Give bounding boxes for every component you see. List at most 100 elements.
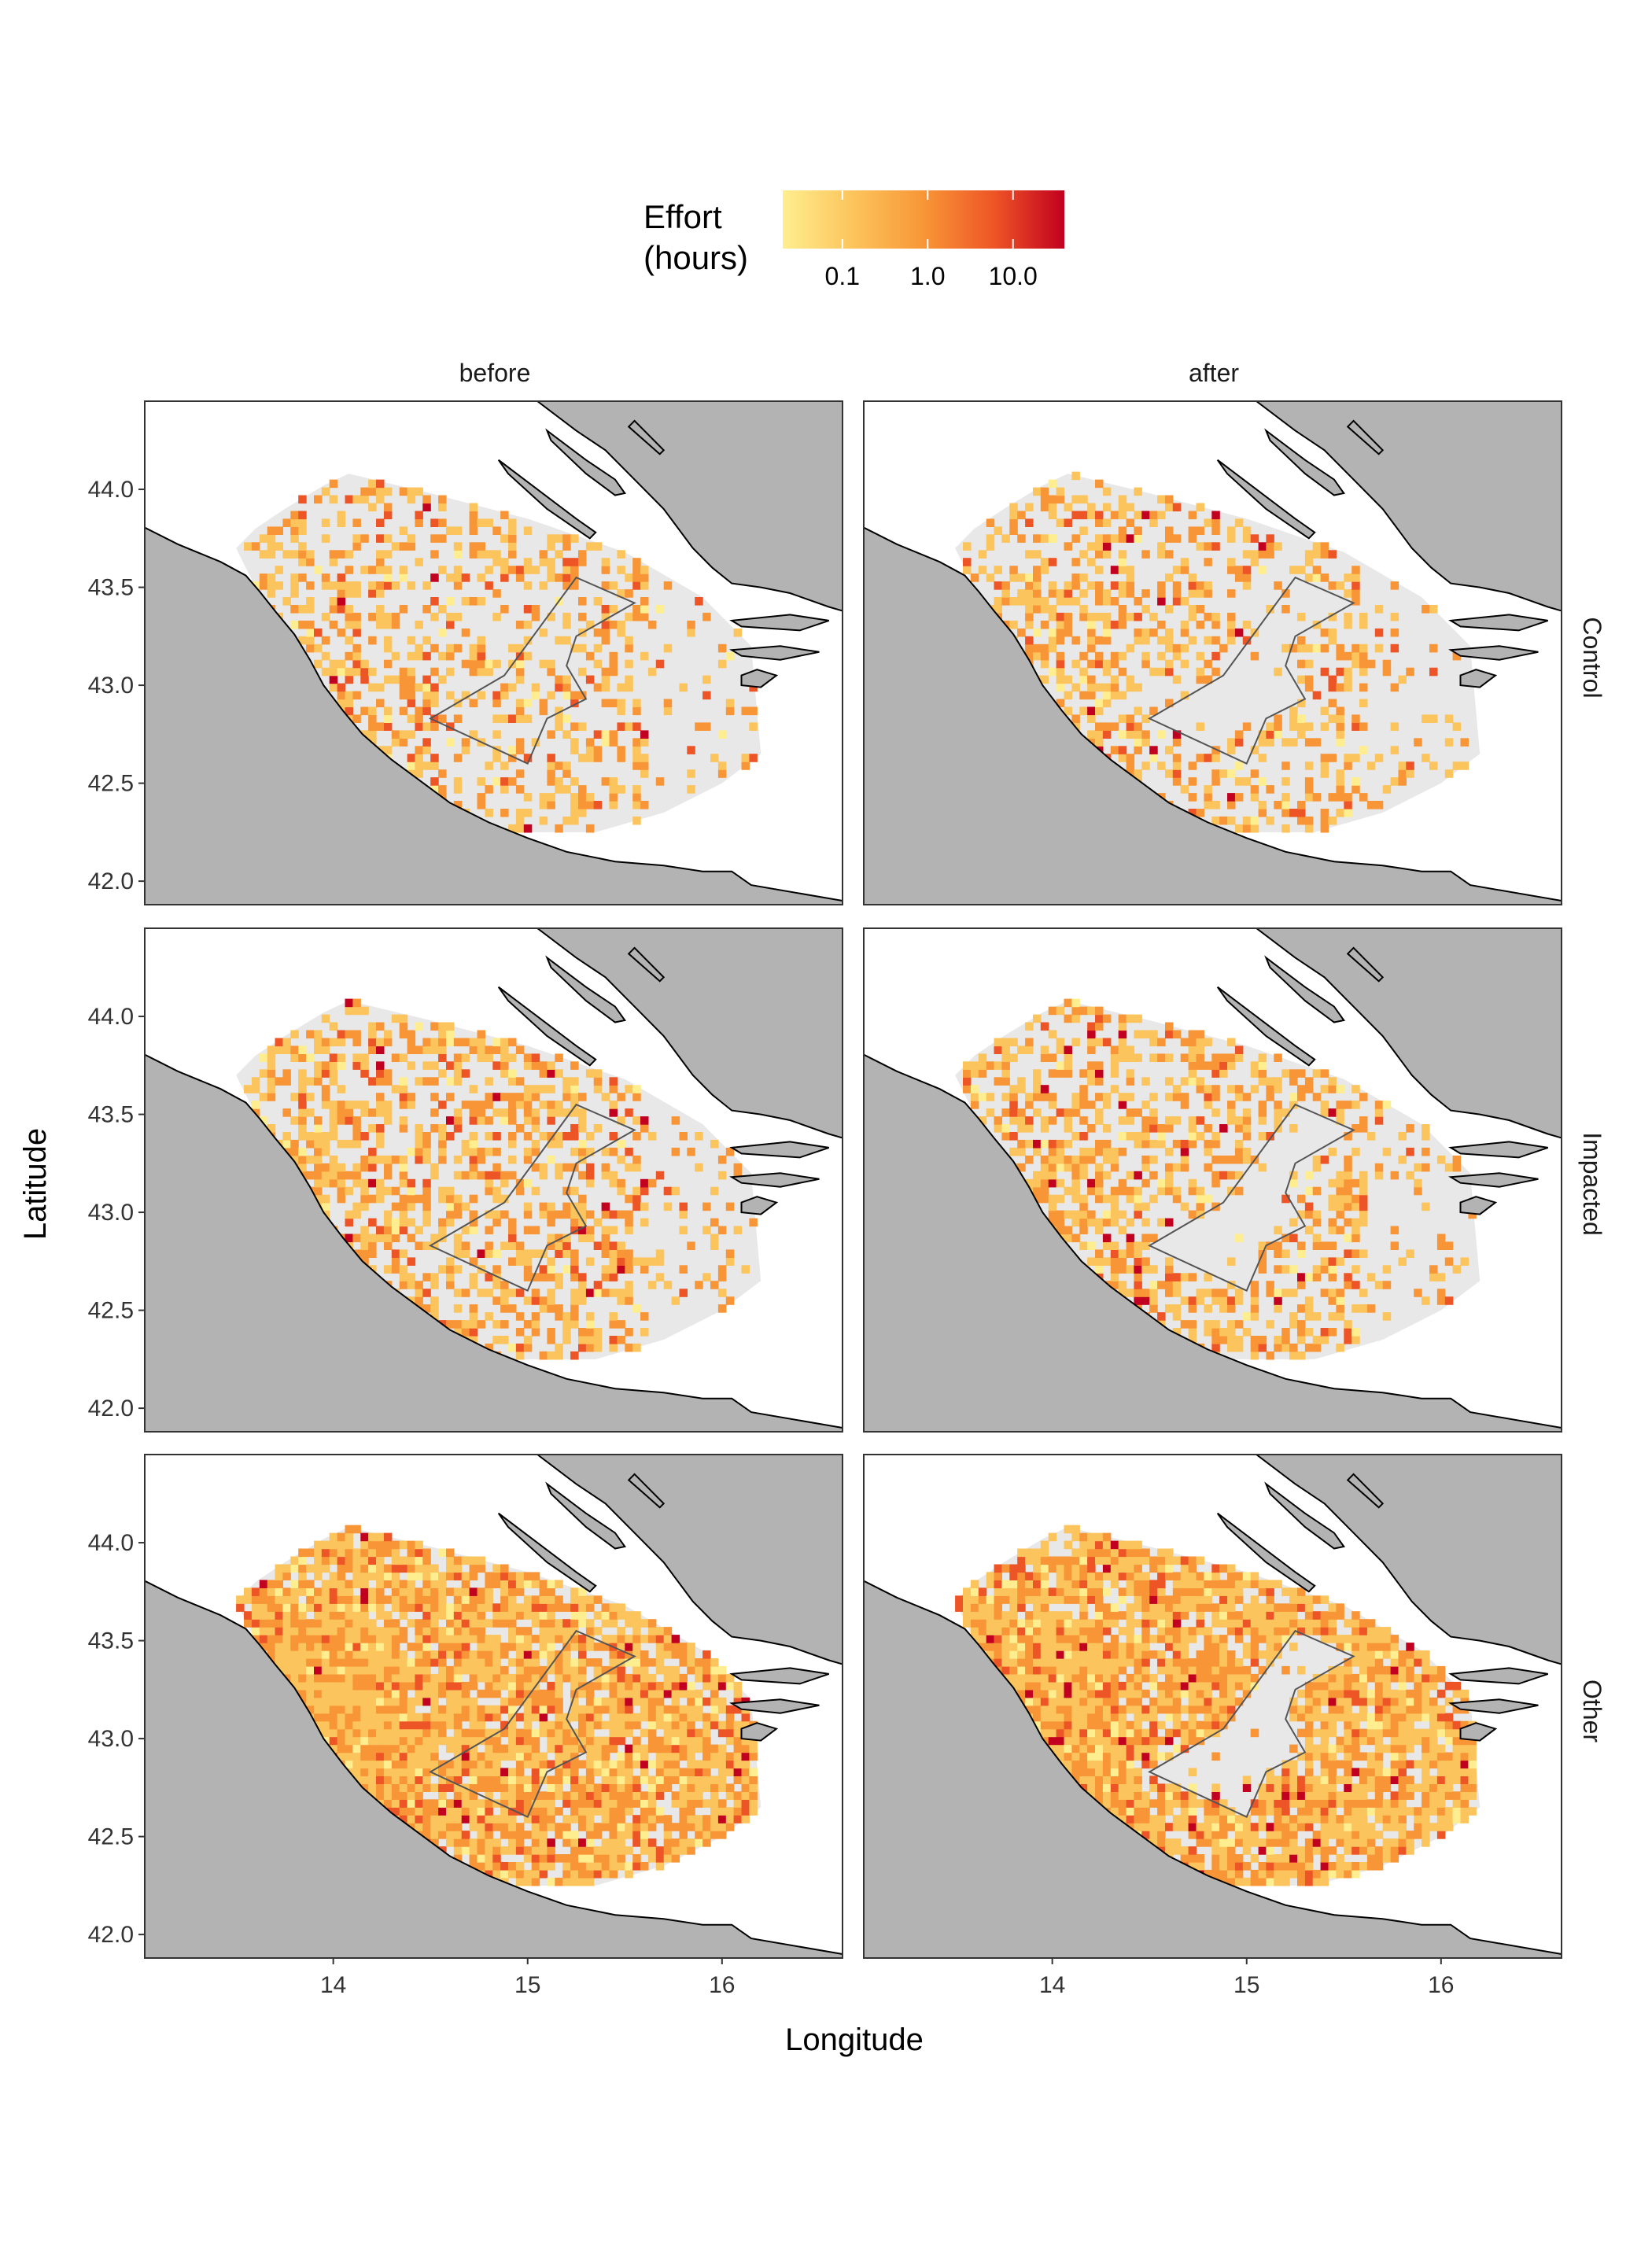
effort-cell xyxy=(539,1854,548,1863)
effort-cell xyxy=(570,1705,579,1714)
effort-cell xyxy=(430,691,439,700)
effort-cell xyxy=(1304,643,1314,653)
effort-cell xyxy=(593,1085,603,1093)
effort-cell xyxy=(1095,683,1104,692)
effort-cell xyxy=(508,1681,517,1691)
effort-cell xyxy=(531,1273,540,1281)
effort-cell xyxy=(1328,1312,1337,1321)
effort-cell xyxy=(1110,683,1119,692)
effort-cell xyxy=(555,1791,563,1800)
effort-cell xyxy=(663,1736,673,1746)
effort-cell xyxy=(290,1580,299,1588)
effort-cell xyxy=(531,1249,540,1258)
effort-cell xyxy=(1234,1336,1244,1344)
effort-cell xyxy=(679,1658,688,1667)
effort-cell xyxy=(1009,1108,1018,1117)
effort-cell xyxy=(337,659,346,669)
effort-cell xyxy=(430,1713,439,1722)
effort-cell xyxy=(337,1532,346,1542)
effort-cell xyxy=(1126,612,1135,621)
effort-cell xyxy=(492,1038,501,1047)
effort-cell xyxy=(1165,526,1174,535)
effort-cell xyxy=(430,1233,439,1243)
effort-cell xyxy=(1234,1171,1244,1180)
effort-cell xyxy=(640,738,649,747)
effort-cell xyxy=(523,1705,533,1714)
effort-cell xyxy=(352,1728,361,1738)
effort-cell xyxy=(508,1728,517,1738)
y-tick-label: 43.5 xyxy=(88,575,134,601)
effort-cell xyxy=(1017,1163,1026,1172)
effort-cell xyxy=(1211,1061,1220,1070)
effort-cell xyxy=(399,683,408,692)
effort-cell xyxy=(555,636,563,645)
effort-cell xyxy=(485,1776,493,1784)
effort-cell xyxy=(1211,1328,1220,1337)
effort-cell xyxy=(523,1736,533,1746)
effort-cell xyxy=(1359,1194,1368,1204)
effort-cell xyxy=(399,1281,408,1289)
effort-cell xyxy=(391,1619,400,1628)
effort-cell xyxy=(508,1862,517,1871)
effort-cell xyxy=(547,1760,555,1769)
effort-cell xyxy=(1374,801,1384,809)
effort-cell xyxy=(1056,1210,1065,1219)
colorbar-tick-label: 1.0 xyxy=(910,262,945,290)
effort-cell xyxy=(593,1289,603,1297)
effort-cell xyxy=(570,816,579,825)
effort-cell xyxy=(1328,754,1337,762)
effort-cell xyxy=(687,628,695,637)
effort-cell xyxy=(523,1681,533,1691)
effort-cell xyxy=(1001,581,1010,590)
effort-cell xyxy=(1087,659,1096,669)
effort-cell xyxy=(399,1681,408,1691)
effort-cell xyxy=(383,487,393,496)
effort-cell xyxy=(578,1736,587,1746)
effort-cell xyxy=(438,1736,447,1746)
effort-cell xyxy=(562,1673,571,1683)
effort-cell xyxy=(1079,605,1088,614)
effort-cell xyxy=(1359,1304,1368,1313)
effort-cell xyxy=(345,1116,353,1125)
effort-cell xyxy=(531,1791,540,1800)
effort-cell xyxy=(360,1564,369,1573)
effort-cell xyxy=(360,1627,369,1635)
effort-cell xyxy=(617,1296,625,1305)
effort-cell xyxy=(523,1611,533,1620)
effort-cell xyxy=(492,1093,501,1101)
effort-cell xyxy=(1102,1014,1112,1023)
effort-cell xyxy=(1344,1336,1352,1344)
effort-cell xyxy=(970,1093,979,1101)
effort-cell xyxy=(1126,1069,1135,1078)
effort-cell xyxy=(1110,566,1119,574)
effort-cell xyxy=(376,1108,385,1117)
effort-cell xyxy=(601,1603,610,1612)
effort-cell xyxy=(383,643,393,653)
effort-cell xyxy=(578,1171,587,1180)
effort-cell xyxy=(306,550,315,559)
effort-cell xyxy=(469,1713,478,1722)
effort-cell xyxy=(508,1736,517,1746)
effort-cell xyxy=(632,1194,641,1204)
effort-cell xyxy=(453,1665,463,1675)
effort-cell xyxy=(415,1752,423,1761)
effort-cell xyxy=(1071,534,1080,543)
effort-cell xyxy=(1351,1124,1360,1133)
effort-cell xyxy=(562,816,571,825)
effort-cell xyxy=(399,1689,408,1698)
effort-cell xyxy=(508,1783,517,1792)
effort-cell xyxy=(1227,801,1236,809)
effort-cell xyxy=(329,1736,338,1746)
effort-cell xyxy=(1188,777,1197,786)
effort-cell xyxy=(585,738,595,747)
effort-cell xyxy=(1227,1053,1236,1062)
effort-cell xyxy=(1102,1233,1112,1243)
effort-cell xyxy=(1025,1139,1034,1149)
effort-cell xyxy=(617,699,625,708)
effort-cell xyxy=(314,1697,323,1706)
effort-cell xyxy=(1328,1147,1337,1156)
effort-cell xyxy=(1079,1147,1088,1156)
effort-cell xyxy=(617,1776,625,1784)
effort-cell xyxy=(1180,628,1189,637)
effort-cell xyxy=(368,1532,377,1542)
